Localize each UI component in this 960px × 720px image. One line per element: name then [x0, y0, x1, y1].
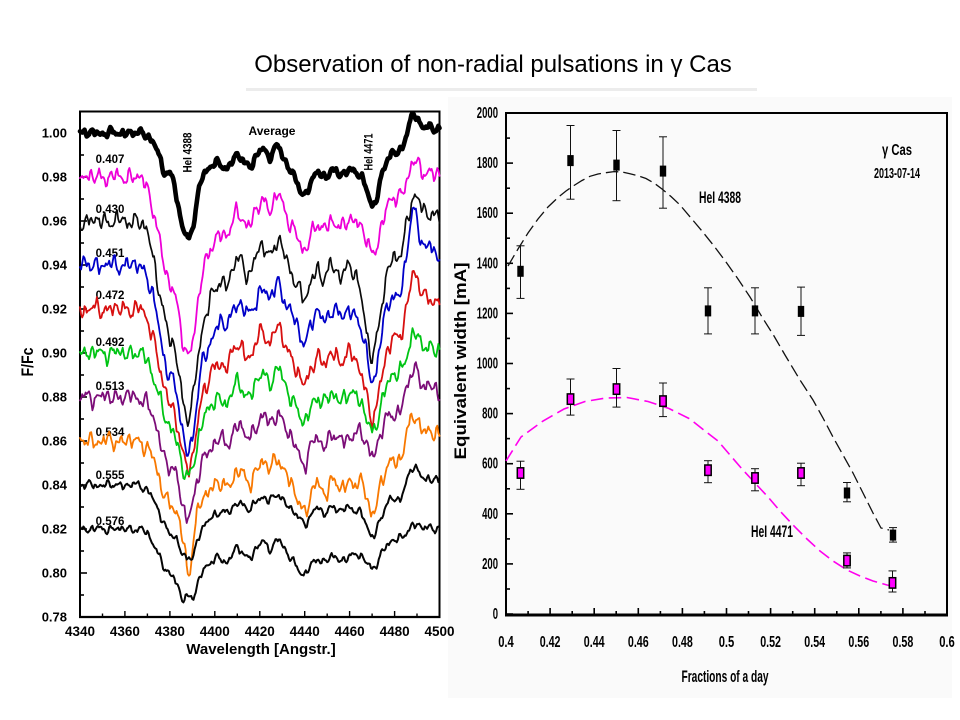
- svg-text:HeI 4388: HeI 4388: [181, 132, 195, 172]
- svg-text:0.46: 0.46: [628, 634, 649, 651]
- svg-text:0.54: 0.54: [804, 634, 825, 651]
- svg-text:0.555: 0.555: [96, 470, 125, 482]
- svg-text:0.472: 0.472: [96, 290, 125, 302]
- svg-text:4460: 4460: [335, 624, 365, 639]
- svg-text:2013-07-14: 2013-07-14: [874, 165, 920, 182]
- svg-text:4440: 4440: [290, 624, 320, 639]
- svg-text:0.92: 0.92: [42, 302, 67, 317]
- svg-text:1400: 1400: [477, 255, 498, 272]
- svg-text:1800: 1800: [477, 155, 498, 172]
- svg-text:800: 800: [482, 406, 498, 423]
- svg-text:600: 600: [482, 456, 498, 473]
- svg-text:0.78: 0.78: [42, 610, 67, 625]
- svg-text:0.513: 0.513: [96, 381, 125, 393]
- svg-text:0.451: 0.451: [96, 248, 125, 260]
- svg-text:0.90: 0.90: [42, 346, 67, 361]
- svg-text:1000: 1000: [477, 356, 498, 373]
- svg-text:HeI 4388: HeI 4388: [699, 189, 741, 207]
- svg-text:0.98: 0.98: [42, 170, 67, 185]
- svg-text:200: 200: [482, 556, 498, 573]
- svg-text:0.44: 0.44: [584, 634, 605, 651]
- svg-text:4420: 4420: [245, 624, 275, 639]
- svg-text:0.407: 0.407: [96, 154, 125, 166]
- svg-text:1200: 1200: [477, 305, 498, 322]
- svg-text:1600: 1600: [477, 205, 498, 222]
- svg-text:0.56: 0.56: [848, 634, 869, 651]
- svg-text:Average: Average: [249, 124, 296, 138]
- svg-text:1.00: 1.00: [42, 126, 67, 141]
- svg-text:400: 400: [482, 506, 498, 523]
- svg-text:Fractions of a day: Fractions of a day: [682, 668, 770, 686]
- svg-text:0.5: 0.5: [719, 634, 735, 651]
- svg-text:0.86: 0.86: [42, 434, 67, 449]
- svg-text:0.52: 0.52: [760, 634, 781, 651]
- svg-text:γ Cas: γ Cas: [882, 142, 912, 159]
- svg-text:0: 0: [493, 606, 498, 623]
- svg-text:0.4: 0.4: [498, 634, 514, 651]
- svg-text:0.84: 0.84: [42, 478, 68, 493]
- svg-text:Equivalent width [mA]: Equivalent width [mA]: [451, 263, 470, 460]
- svg-text:0.88: 0.88: [42, 390, 67, 405]
- svg-text:4400: 4400: [200, 624, 230, 639]
- svg-text:0.42: 0.42: [540, 634, 561, 651]
- svg-text:0.94: 0.94: [42, 258, 68, 273]
- svg-text:4380: 4380: [155, 624, 185, 639]
- svg-text:0.82: 0.82: [42, 522, 67, 537]
- svg-text:F/Fc: F/Fc: [18, 348, 37, 377]
- svg-text:HeI 4471: HeI 4471: [751, 523, 793, 541]
- svg-text:0.492: 0.492: [96, 337, 125, 349]
- svg-text:HeI 4471: HeI 4471: [362, 133, 376, 170]
- svg-text:0.80: 0.80: [42, 566, 67, 581]
- svg-text:0.430: 0.430: [96, 204, 125, 216]
- svg-text:2000: 2000: [477, 105, 498, 122]
- svg-text:4500: 4500: [424, 624, 454, 639]
- svg-text:0.576: 0.576: [96, 516, 125, 528]
- svg-text:0.48: 0.48: [672, 634, 693, 651]
- svg-text:4360: 4360: [110, 624, 140, 639]
- svg-text:4480: 4480: [380, 624, 410, 639]
- svg-text:0.58: 0.58: [893, 634, 914, 651]
- svg-text:4340: 4340: [65, 624, 95, 639]
- svg-text:0.6: 0.6: [939, 634, 955, 651]
- svg-text:Wavelength [Angstr.]: Wavelength [Angstr.]: [186, 641, 335, 658]
- svg-text:0.96: 0.96: [42, 214, 67, 229]
